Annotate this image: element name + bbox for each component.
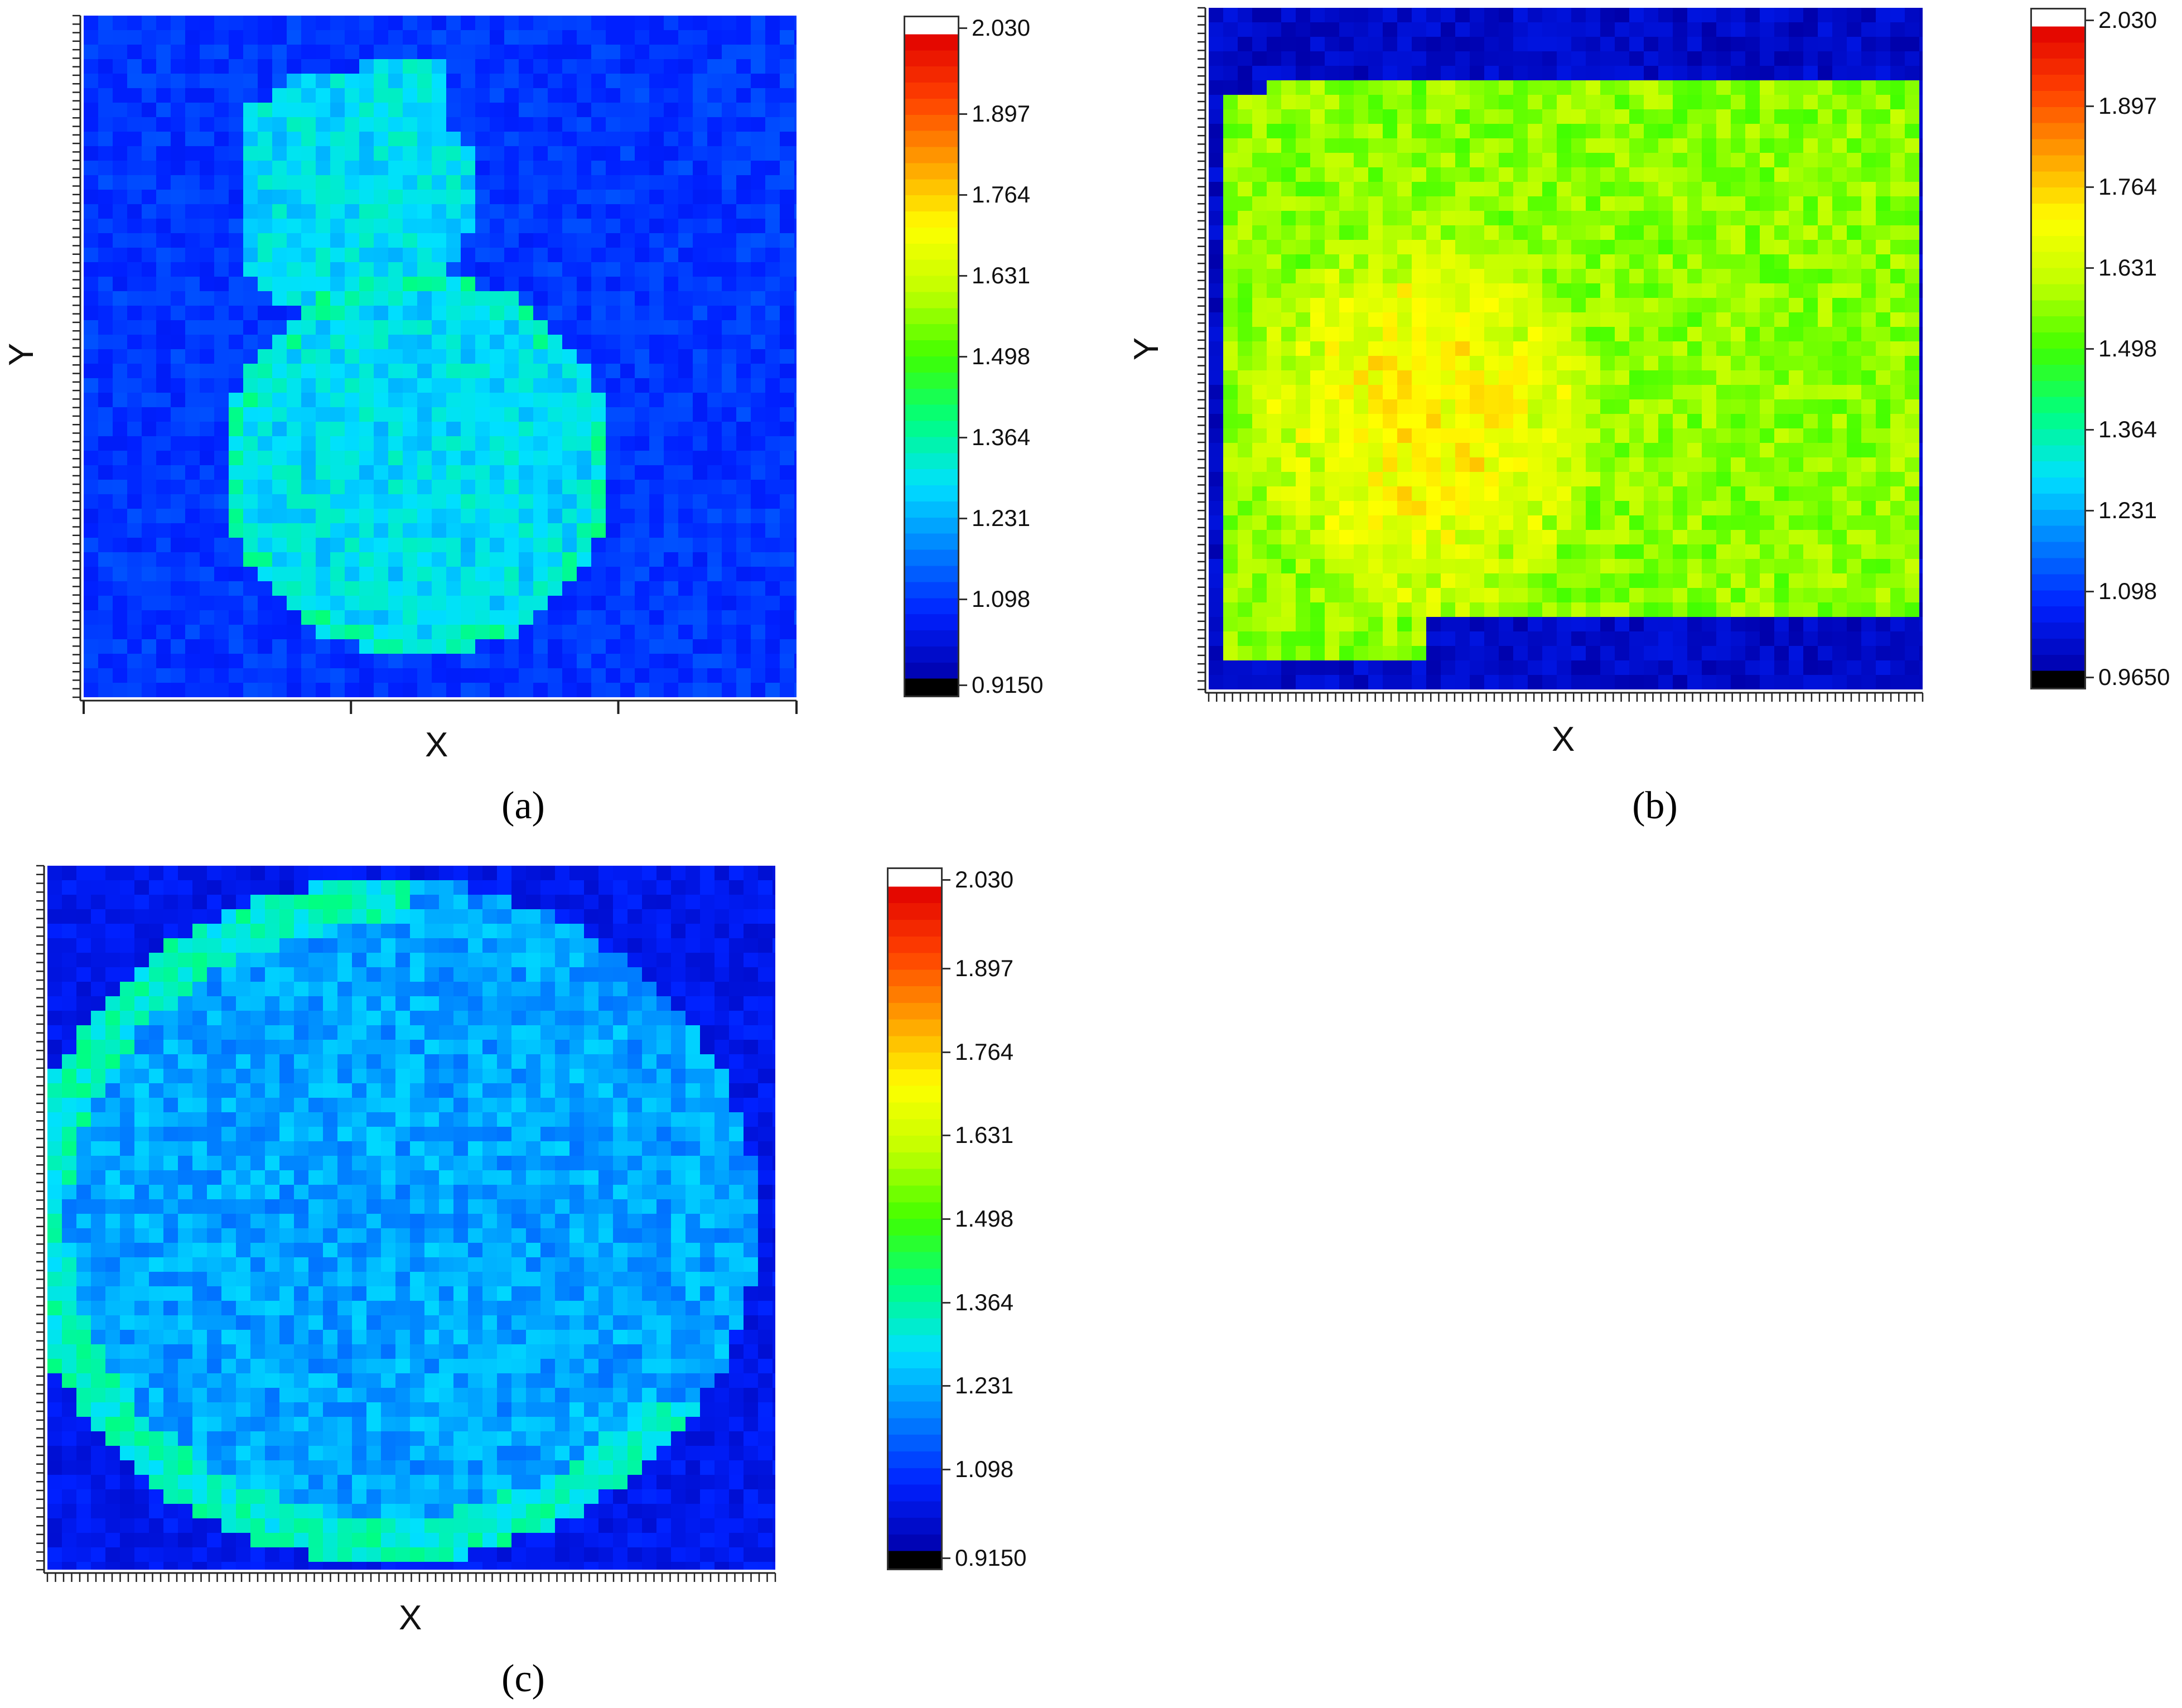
colorbar-tick (2086, 348, 2094, 350)
colorbar-tick (959, 599, 967, 601)
colorbar-tick (2086, 510, 2094, 512)
colorbar-tick-label: 1.764 (2098, 173, 2157, 200)
colorbar-tick (959, 274, 967, 277)
colorbar-tick-label: 2.030 (955, 866, 1014, 892)
colorbar-tick-label: 1.764 (972, 181, 1031, 208)
heatmap-svg-c (47, 866, 775, 1570)
y-axis-title-b: Y (1127, 337, 1166, 361)
colorbar-tick-label: 1.631 (955, 1122, 1014, 1149)
heatmap-svg-b (1209, 8, 1923, 689)
colorbar-tick (943, 1468, 950, 1470)
panel-label-a: (a) (501, 784, 545, 827)
colorbar-tick (2086, 267, 2094, 269)
colorbar-tick (959, 356, 967, 358)
colorbar-tick-label: 1.631 (2098, 254, 2157, 281)
colorbar-tick-label: 1.231 (955, 1372, 1014, 1399)
heatmap-a (84, 16, 796, 697)
colorbar-tick-label: 1.098 (955, 1455, 1014, 1482)
x-axis-title-c: X (399, 1599, 422, 1637)
colorbar-tick-label: 1.231 (972, 505, 1031, 532)
colorbar-tick-label: 0.9150 (972, 672, 1044, 698)
panel-label-c: (c) (501, 1657, 545, 1700)
colorbar-c (887, 867, 943, 1570)
colorbar-tick (943, 968, 950, 970)
colorbar-tick (959, 437, 967, 439)
colorbar-tick (943, 1557, 950, 1559)
colorbar-tick (943, 879, 950, 881)
y-axis-title-a: Y (2, 342, 41, 366)
colorbar-tick (943, 1135, 950, 1137)
colorbar-tick (943, 1051, 950, 1053)
colorbar-tick (2086, 591, 2094, 593)
colorbar-tick (2086, 186, 2094, 188)
panel-label-b: (b) (1632, 784, 1678, 827)
colorbar-tick-label: 2.030 (2098, 7, 2157, 33)
colorbar-tick-label: 1.498 (972, 343, 1031, 369)
colorbar-tick-label: 1.231 (2098, 497, 2157, 524)
colorbar-tick (2086, 429, 2094, 431)
colorbar-tick-label: 1.364 (972, 424, 1031, 451)
colorbar-tick-label: 1.897 (955, 955, 1014, 982)
colorbar-tick (2086, 20, 2094, 21)
axis-tick-marks (73, 15, 798, 714)
colorbar-a (904, 16, 959, 697)
colorbar-tick-label: 1.364 (955, 1289, 1014, 1315)
colorbar-tick (943, 1385, 950, 1387)
colorbar-tick (959, 518, 967, 520)
x-axis-title-b: X (1552, 720, 1575, 759)
x-axis-title-a: X (425, 726, 448, 764)
heatmap-b (1209, 8, 1923, 689)
colorbar-tick (2086, 677, 2094, 678)
colorbar-tick-label: 2.030 (972, 15, 1031, 41)
colorbar-tick (959, 684, 967, 686)
heatmap-svg-a (84, 16, 796, 697)
colorbar-b (2030, 8, 2086, 689)
axis-tick-marks (36, 865, 776, 1582)
axis-tick-marks (1198, 7, 1924, 702)
heatmap-c (47, 866, 775, 1570)
colorbar-tick-label: 0.9650 (2098, 664, 2170, 690)
colorbar-tick (943, 1218, 950, 1220)
colorbar-tick (943, 1301, 950, 1304)
colorbar-tick (959, 113, 967, 115)
colorbar-tick-label: 1.631 (972, 262, 1031, 288)
colorbar-tick (959, 194, 967, 196)
colorbar-tick-label: 0.9150 (955, 1545, 1027, 1571)
colorbar-tick-label: 1.498 (955, 1205, 1014, 1232)
colorbar-tick (2086, 105, 2094, 107)
colorbar-tick-label: 1.098 (2098, 578, 2157, 605)
colorbar-tick (959, 27, 967, 29)
colorbar-tick-label: 1.498 (2098, 335, 2157, 361)
colorbar-tick-label: 1.098 (972, 586, 1031, 612)
colorbar-tick-label: 1.897 (2098, 92, 2157, 119)
colorbar-tick-label: 1.897 (972, 100, 1031, 127)
colorbar-tick-label: 1.764 (955, 1038, 1014, 1065)
colorbar-tick-label: 1.364 (2098, 416, 2157, 443)
